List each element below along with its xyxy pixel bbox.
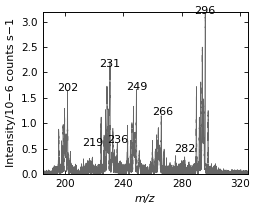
Text: 296: 296 xyxy=(195,6,216,16)
Text: 282: 282 xyxy=(174,144,195,154)
X-axis label: m/z: m/z xyxy=(135,194,155,205)
Y-axis label: Intensity/10−6 counts s−1: Intensity/10−6 counts s−1 xyxy=(6,18,16,167)
Text: 249: 249 xyxy=(126,82,147,92)
Text: 219: 219 xyxy=(82,138,103,148)
Text: 266: 266 xyxy=(152,107,173,117)
Text: 236: 236 xyxy=(107,135,128,144)
Text: 202: 202 xyxy=(57,83,78,93)
Text: 231: 231 xyxy=(99,59,121,69)
